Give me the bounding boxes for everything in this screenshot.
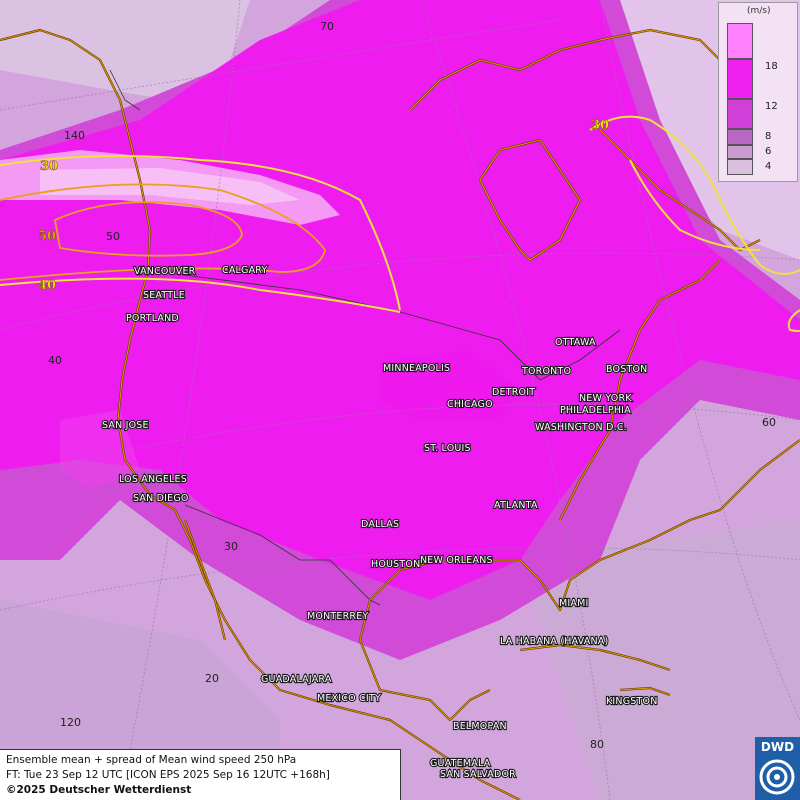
legend-swatch	[727, 23, 753, 59]
city-label: DALLAS	[361, 519, 399, 530]
city-label: ST. LOUIS	[424, 443, 471, 454]
legend-tick: 8	[765, 131, 772, 142]
city-label: HOUSTON	[371, 559, 420, 570]
city-labels: VANCOUVER CALGARY SEATTLE PORTLAND MINNE…	[101, 264, 659, 781]
city-label: BOSTON	[606, 364, 647, 375]
city-label: SAN DIEGO	[133, 493, 189, 504]
legend-tick: 6	[765, 146, 772, 157]
grid-label-lon-120: 120	[60, 716, 81, 729]
legend-swatch	[727, 129, 753, 145]
contour-labels: 30 50 40 30	[38, 118, 610, 294]
city-label: NEW YORK	[579, 393, 632, 404]
city-label: CALGARY	[222, 265, 267, 276]
city-label: LOS ANGELES	[119, 474, 187, 485]
cyclone-icon	[759, 759, 795, 795]
copyright: ©2025 Deutscher Wetterdienst	[6, 784, 192, 796]
dwd-logo: DWD	[755, 737, 800, 800]
city-label: ATLANTA	[494, 500, 538, 511]
legend-swatch	[727, 59, 753, 99]
legend-tick: 4	[765, 161, 772, 172]
grid-label-lat-40: 40	[48, 354, 62, 367]
city-label: SEATTLE	[143, 290, 185, 301]
borders	[109, 69, 621, 606]
city-label: MEXICO CITY	[317, 693, 381, 704]
city-label: VANCOUVER	[134, 266, 196, 277]
contour-label-50: 50	[38, 229, 56, 244]
contour-50	[53, 201, 243, 257]
field-region-light-se	[520, 520, 800, 800]
city-label: DETROIT	[492, 387, 535, 398]
coastlines	[0, 28, 800, 800]
contour-40	[0, 183, 326, 281]
color-legend: (m/s) 18 12 8 6 4	[718, 2, 798, 182]
city-label: MINNEAPOLIS	[383, 363, 450, 374]
city-label: KINGSTON	[606, 696, 658, 707]
grid-label-lon-60: 60	[762, 416, 776, 429]
city-label: PHILADELPHIA	[560, 405, 631, 416]
grid-label-lat-20: 20	[205, 672, 219, 685]
contour-30-west	[0, 155, 401, 311]
legend-unit: (m/s)	[747, 6, 771, 16]
city-label: SAN SALVADOR	[440, 769, 516, 780]
forecast-time: FT: Tue 23 Sep 12 UTC [ICON EPS 2025 Sep…	[6, 769, 330, 781]
contour-label-40: 40	[38, 278, 56, 293]
product-title: Ensemble mean + spread of Mean wind spee…	[6, 754, 297, 766]
city-label: NEW ORLEANS	[420, 555, 493, 566]
city-label: BELMOPAN	[453, 721, 507, 732]
logo-text: DWD	[760, 740, 795, 754]
contour-30-east-tail	[787, 309, 800, 332]
field-region-light-nw	[0, 0, 250, 100]
field-patch-1	[380, 350, 520, 420]
city-label: TORONTO	[521, 366, 571, 377]
city-label: MIAMI	[559, 598, 589, 609]
field-region-strong	[0, 0, 800, 600]
legend-tick: 18	[765, 61, 778, 72]
contour-label-30-west: 30	[40, 159, 58, 174]
city-label: PORTLAND	[126, 313, 179, 324]
city-label: OTTAWA	[555, 337, 596, 348]
legend-swatch	[727, 159, 753, 175]
legend-swatch	[727, 99, 753, 129]
info-box: Ensemble mean + spread of Mean wind spee…	[0, 749, 401, 800]
legend-tick: 12	[765, 101, 778, 112]
grid-labels: 70 140 50 40 30 20 120 60 80	[48, 20, 776, 751]
contour-label-30-east: 30	[591, 118, 609, 133]
grid-label-lat-50: 50	[106, 230, 120, 243]
grid-label-lon-140: 140	[64, 129, 85, 142]
contour-30-east	[589, 115, 800, 275]
city-label: WASHINGTON D.C.	[535, 422, 627, 433]
grid-label-lon-80: 80	[590, 738, 604, 751]
city-label: GUATEMALA	[430, 758, 491, 769]
city-label: GUADALAJARA	[261, 674, 332, 685]
city-label: LA HABANA (HAVANA)	[500, 636, 608, 647]
city-label: SAN JOSE	[102, 420, 149, 431]
contour-30-west-lower	[0, 277, 401, 313]
legend-swatch	[727, 145, 753, 159]
city-label: CHICAGO	[447, 399, 493, 410]
contour-30-east-lower	[629, 159, 761, 251]
city-label: MONTERREY	[307, 611, 368, 622]
grid-label-lat-30: 30	[224, 540, 238, 553]
grid-label-lat-70: 70	[320, 20, 334, 33]
wind-contours	[0, 115, 800, 332]
